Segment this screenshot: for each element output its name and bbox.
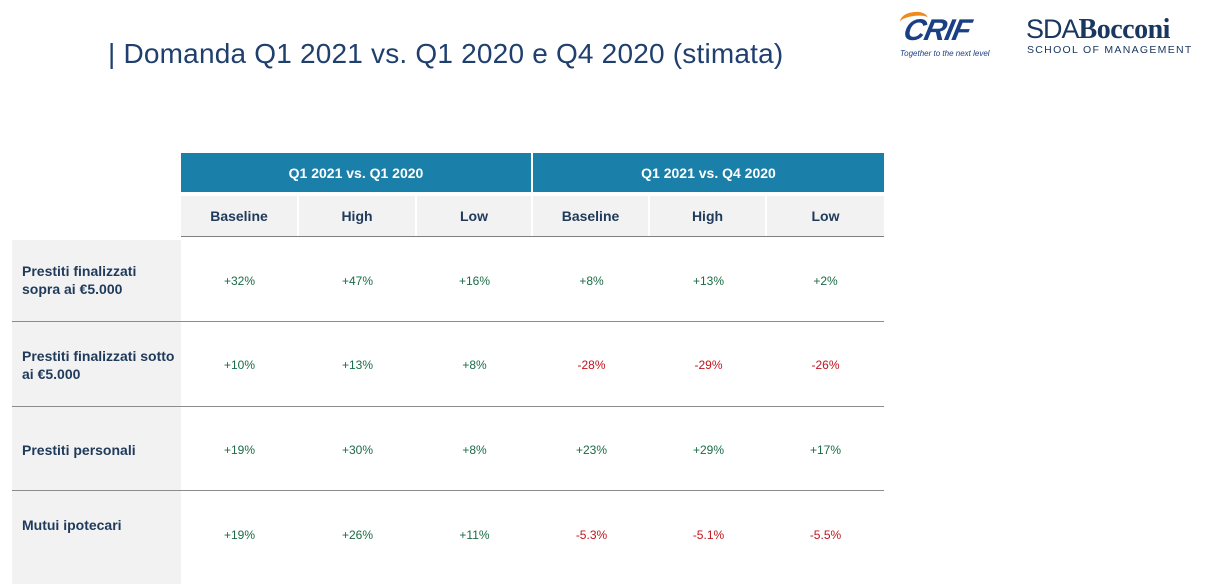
row-divider bbox=[12, 321, 884, 322]
header-divider bbox=[181, 236, 884, 237]
page-title: | Domanda Q1 2021 vs. Q1 2020 e Q4 2020 … bbox=[108, 38, 784, 69]
sda-subtitle: SCHOOL OF MANAGEMENT bbox=[1027, 44, 1193, 56]
table-cell: +8% bbox=[579, 274, 604, 288]
table-cell: +13% bbox=[692, 274, 725, 288]
crif-logo: CRIF Together to the next level bbox=[898, 10, 1010, 60]
column-header: High bbox=[650, 196, 765, 236]
crif-wordmark: CRIF bbox=[900, 14, 974, 47]
row-divider bbox=[12, 406, 884, 407]
table-cell: -5.5% bbox=[809, 528, 842, 542]
table-cell: +16% bbox=[458, 274, 491, 288]
column-header: High bbox=[299, 196, 415, 236]
table-cell: +32% bbox=[223, 274, 256, 288]
table-cell: +17% bbox=[809, 443, 842, 457]
group-header-vs-q1-2020: Q1 2021 vs. Q1 2020 bbox=[181, 153, 531, 192]
crif-tagline: Together to the next level bbox=[900, 49, 990, 58]
sda-prefix: SDA bbox=[1026, 14, 1080, 44]
table-cell: +26% bbox=[341, 528, 374, 542]
table-cell: +19% bbox=[223, 528, 256, 542]
row-label: Mutui ipotecari bbox=[22, 517, 122, 533]
table-cell: +47% bbox=[341, 274, 374, 288]
table-cell: -26% bbox=[811, 358, 840, 372]
table-cell: +2% bbox=[813, 274, 838, 288]
table-cell: +23% bbox=[575, 443, 608, 457]
table-cell: -5.1% bbox=[692, 528, 725, 542]
column-header: Low bbox=[417, 196, 531, 236]
row-label-column bbox=[12, 240, 181, 584]
table-cell: +11% bbox=[459, 528, 490, 542]
table-cell: +10% bbox=[223, 358, 256, 372]
table-cell: -29% bbox=[694, 358, 723, 372]
table-cell: +29% bbox=[692, 443, 725, 457]
sda-bocconi-wordmark: SDABocconi bbox=[1026, 14, 1170, 46]
table-cell: +8% bbox=[462, 443, 487, 457]
table-cell: +8% bbox=[462, 358, 487, 372]
row-label: Prestiti finalizzati sotto ai €5.000 bbox=[22, 348, 175, 382]
table-cell: +19% bbox=[223, 443, 256, 457]
column-header: Low bbox=[767, 196, 884, 236]
column-header: Baseline bbox=[181, 196, 297, 236]
row-label: Prestiti finalizzati sopra ai €5.000 bbox=[22, 263, 137, 297]
sda-bocconi-logo: SDABocconi SCHOOL OF MANAGEMENT bbox=[1026, 14, 1198, 60]
column-header: Baseline bbox=[533, 196, 648, 236]
row-label: Prestiti personali bbox=[22, 442, 136, 458]
group-header-vs-q4-2020: Q1 2021 vs. Q4 2020 bbox=[533, 153, 884, 192]
table-cell: -5.3% bbox=[575, 528, 608, 542]
sda-name: Bocconi bbox=[1078, 14, 1171, 45]
table-cell: +13% bbox=[341, 358, 374, 372]
table-cell: -28% bbox=[577, 358, 606, 372]
table-cell: +30% bbox=[341, 443, 374, 457]
row-divider bbox=[12, 490, 884, 491]
